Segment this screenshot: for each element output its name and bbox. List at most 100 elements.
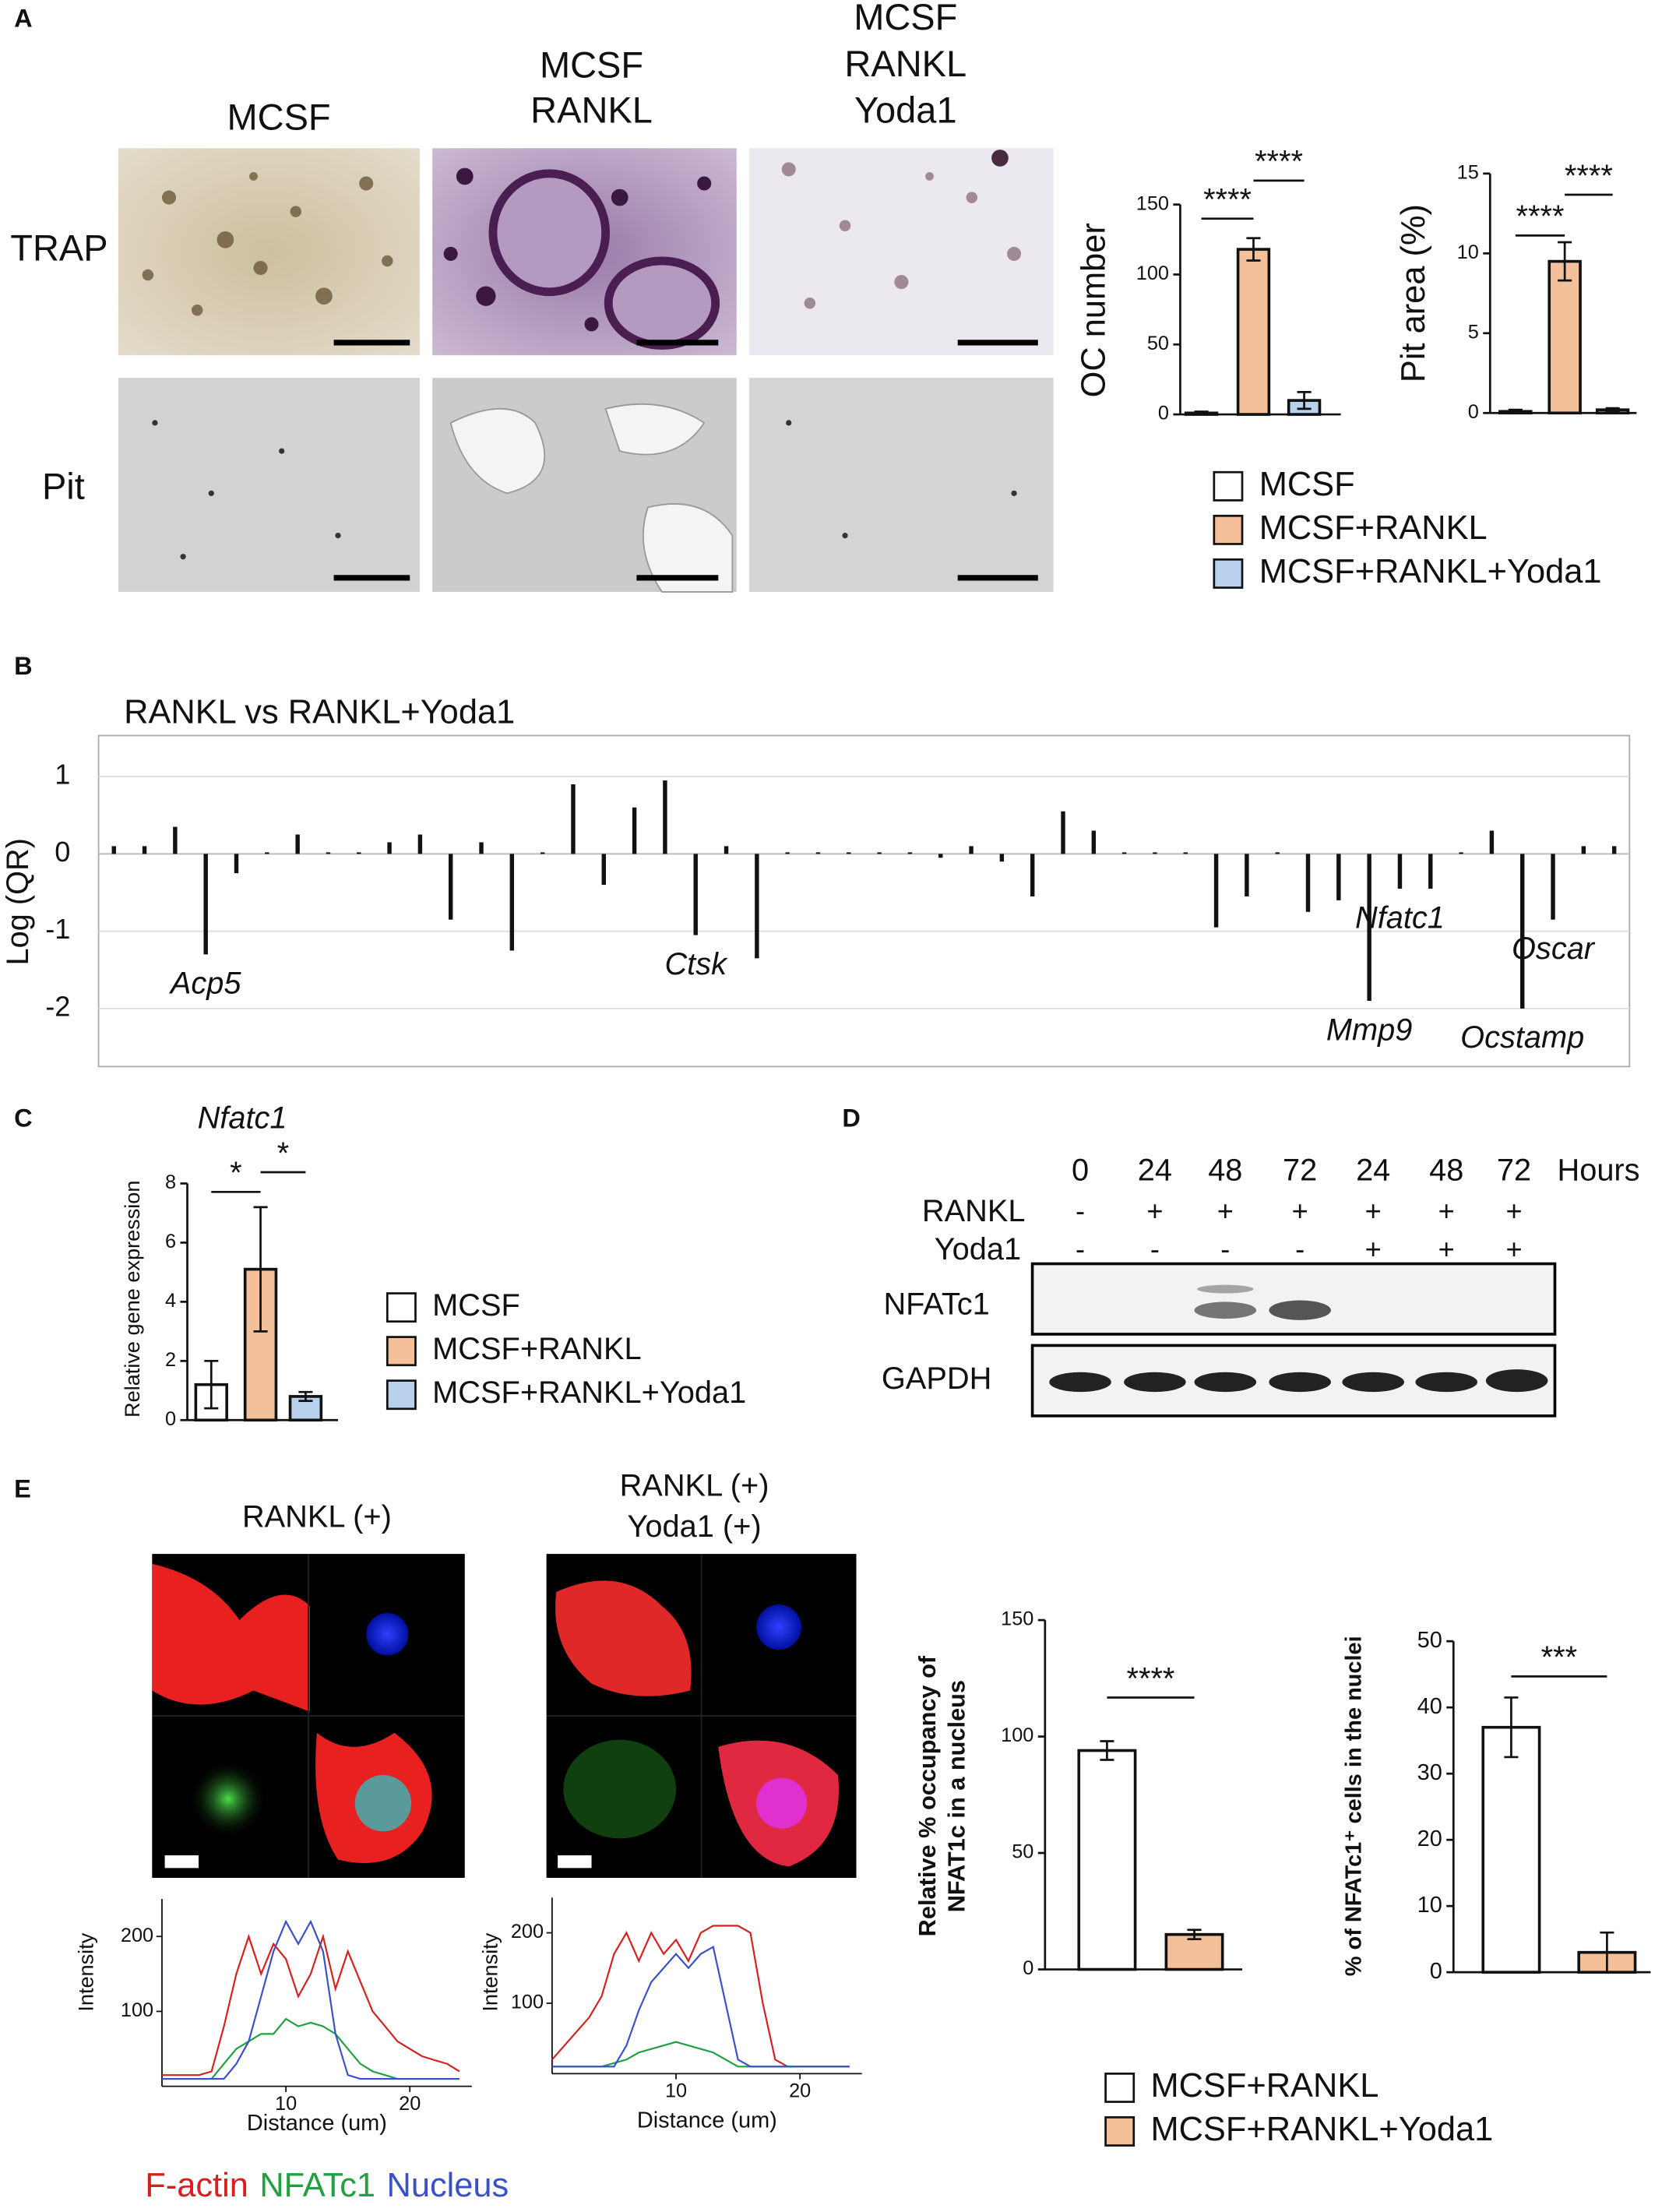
column-heading: MCSF — [227, 97, 330, 138]
y-tick-label: 15 — [1457, 162, 1479, 184]
bar — [265, 852, 269, 854]
significance: **** — [1255, 145, 1303, 179]
significance: *** — [1541, 1640, 1577, 1675]
blot-label: NFATc1 — [883, 1287, 989, 1321]
y-tick-label: 150 — [1001, 1608, 1033, 1630]
bar — [1245, 854, 1249, 896]
bar — [1183, 852, 1188, 854]
significance: **** — [1127, 1661, 1175, 1696]
row-label: RANKL — [922, 1194, 1026, 1228]
legend-label: MCSF+RANKL+Yoda1 — [432, 1375, 746, 1410]
significance: **** — [1516, 199, 1565, 234]
time-label: 72 — [1497, 1154, 1531, 1188]
y-tick-label: 50 — [1147, 333, 1169, 354]
y-axis-label: OC number — [1075, 223, 1112, 397]
y-tick-label: 100 — [1136, 262, 1169, 284]
legend-label: MCSF+RANKL — [1150, 2067, 1378, 2105]
bar — [203, 854, 208, 955]
legend-label: MCSF+RANKL — [1259, 509, 1488, 547]
y-tick-label: 0 — [165, 1408, 176, 1430]
bar — [1581, 846, 1586, 854]
y-tick-label: 6 — [165, 1231, 176, 1252]
bar — [938, 854, 943, 858]
legend-swatch — [1213, 514, 1244, 545]
legend-swatch — [1213, 470, 1244, 502]
x-axis-label: Distance (um) — [247, 2111, 387, 2136]
plot-frame — [97, 734, 1631, 1068]
bar — [243, 1267, 278, 1422]
significance: * — [277, 1136, 289, 1171]
bar — [1428, 854, 1433, 889]
treatment-mark: + — [1505, 1195, 1522, 1227]
gene-label: Ctsk — [664, 947, 728, 981]
bar — [1153, 852, 1157, 854]
y-axis-label: Pit area (%) — [1395, 204, 1432, 382]
column-heading: RANKL — [530, 89, 653, 130]
legend-swatch — [1213, 558, 1244, 589]
y-axis-label: NFAT1c in a nucleus — [943, 1680, 970, 1912]
legend-label: MCSF — [1259, 466, 1355, 503]
bar — [417, 834, 423, 854]
treatment-mark: + — [1505, 1233, 1522, 1265]
time-label: 24 — [1356, 1154, 1390, 1188]
bar — [295, 834, 300, 854]
y-tick-label: 1 — [55, 759, 70, 791]
y-tick-label: 50 — [1012, 1841, 1033, 1863]
y-tick-label: 100 — [1001, 1724, 1033, 1746]
time-label: 24 — [1138, 1154, 1172, 1188]
y-tick-label: -2 — [45, 990, 70, 1022]
column-heading: RANKL — [844, 43, 967, 84]
treatment-mark: + — [1365, 1233, 1382, 1265]
column-heading: MCSF — [540, 44, 643, 86]
channel-legend: F-actin NFATc1 Nucleus — [145, 2167, 509, 2204]
y-tick-label: 4 — [165, 1290, 176, 1312]
condition-label: RANKL (+) — [242, 1499, 392, 1534]
column-heading: Yoda1 — [854, 89, 957, 130]
y-tick-label: -1 — [45, 913, 70, 945]
panel-label: B — [14, 652, 33, 680]
bar — [1213, 854, 1219, 928]
bar — [1164, 1932, 1224, 1971]
bar — [357, 852, 361, 854]
time-label: 48 — [1429, 1154, 1463, 1188]
y-axis-label: Relative gene expression — [120, 1181, 144, 1418]
bar — [173, 826, 178, 854]
profile-line — [161, 1919, 459, 2080]
bar — [1121, 852, 1127, 854]
bar — [387, 842, 392, 854]
y-tick-label: 30 — [1417, 1760, 1442, 1785]
time-label: 72 — [1283, 1154, 1317, 1188]
y-axis-label: Log (QR) — [1, 838, 35, 966]
x-tick-label: 10 — [275, 2093, 297, 2115]
legend-swatch — [1104, 2073, 1136, 2103]
treatment-mark: + — [1438, 1195, 1455, 1227]
y-tick-label: 8 — [165, 1171, 176, 1193]
time-label: 0 — [1072, 1154, 1089, 1188]
bar — [632, 807, 637, 854]
bar — [1091, 830, 1097, 854]
y-tick-label: 0 — [1158, 403, 1169, 424]
treatment-mark: + — [1146, 1195, 1163, 1227]
bar — [540, 852, 545, 854]
bar — [663, 780, 667, 854]
bar — [111, 846, 116, 854]
micrograph-pit-rankl — [432, 378, 737, 593]
bar — [693, 854, 698, 935]
bar — [1551, 854, 1555, 920]
bar — [907, 852, 913, 854]
row-label: Pit — [42, 465, 85, 506]
bar — [142, 846, 147, 854]
bar — [785, 852, 790, 854]
significance: **** — [1203, 183, 1252, 217]
bar — [1367, 854, 1371, 1001]
bar — [1305, 854, 1311, 912]
panel-label: A — [14, 4, 33, 32]
bar — [815, 852, 821, 854]
bar — [724, 846, 729, 854]
micrograph-trap-yoda1 — [749, 148, 1054, 356]
y-tick-label: 5 — [1468, 321, 1479, 343]
blot-label: GAPDH — [882, 1361, 991, 1396]
y-tick-label: 200 — [121, 1925, 153, 1946]
